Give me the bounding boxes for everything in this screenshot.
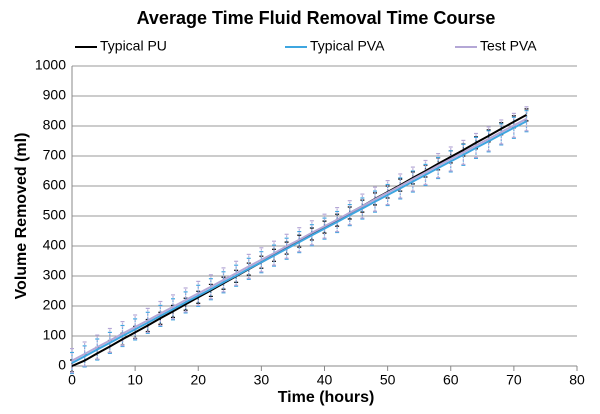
series-line bbox=[71, 117, 527, 362]
x-tick-label: 10 bbox=[127, 372, 143, 388]
chart-title: Average Time Fluid Removal Time Course bbox=[137, 8, 496, 28]
y-tick-label: 0 bbox=[58, 357, 66, 373]
y-tick-label: 400 bbox=[43, 237, 67, 253]
y-tick-label: 600 bbox=[43, 177, 67, 193]
y-tick-label: 900 bbox=[43, 87, 67, 103]
legend-label: Typical PU bbox=[100, 38, 167, 54]
y-tick-label: 800 bbox=[43, 117, 67, 133]
y-tick-label: 200 bbox=[43, 297, 67, 313]
legend-label: Test PVA bbox=[480, 38, 537, 54]
y-tick-label: 100 bbox=[43, 327, 67, 343]
y-tick-label: 500 bbox=[43, 207, 67, 223]
x-tick-label: 60 bbox=[443, 372, 459, 388]
x-axis-label: Time (hours) bbox=[278, 389, 375, 406]
x-tick-label: 30 bbox=[254, 372, 270, 388]
x-tick-label: 70 bbox=[506, 372, 522, 388]
x-tick-label: 40 bbox=[317, 372, 333, 388]
legend-label: Typical PVA bbox=[310, 38, 385, 54]
series-line bbox=[71, 120, 527, 364]
y-tick-label: 300 bbox=[43, 267, 67, 283]
x-tick-label: 50 bbox=[380, 372, 396, 388]
y-tick-label: 1000 bbox=[35, 57, 66, 73]
x-tick-label: 20 bbox=[190, 372, 206, 388]
y-axis-label: Volume Removed (ml) bbox=[13, 133, 30, 300]
y-tick-label: 700 bbox=[43, 147, 67, 163]
x-tick-label: 0 bbox=[68, 372, 76, 388]
x-tick-label: 80 bbox=[569, 372, 585, 388]
